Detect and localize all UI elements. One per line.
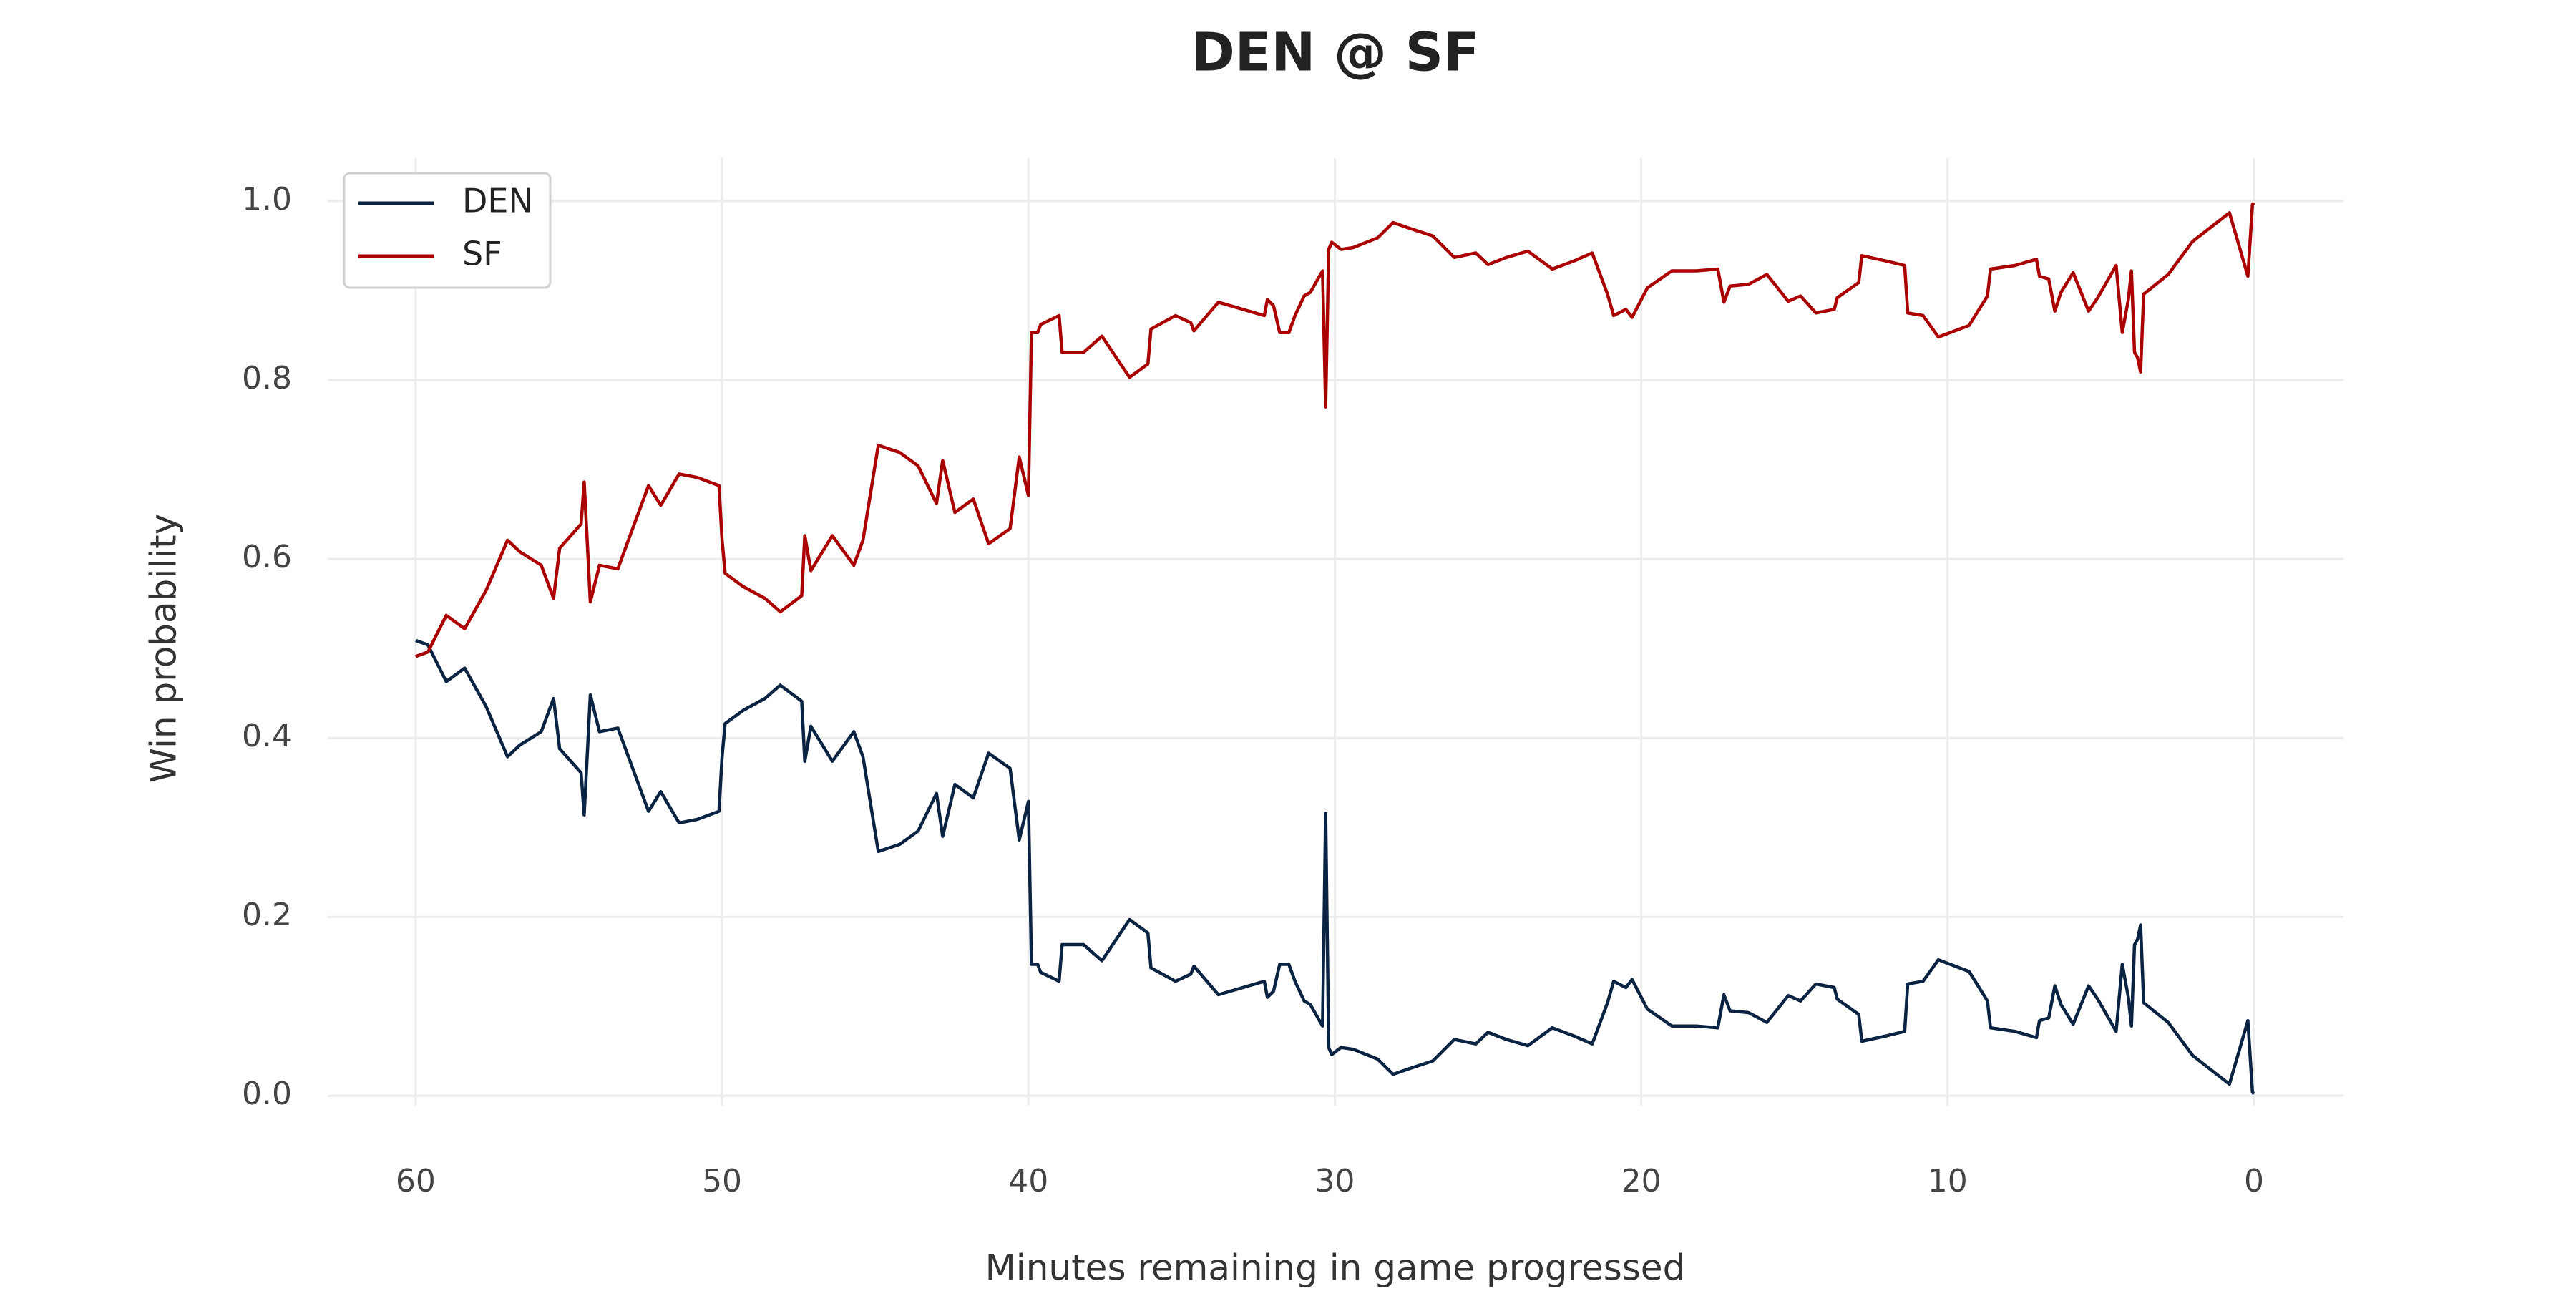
- y-axis-label: Win probability: [143, 514, 185, 784]
- y-tick-label: 0.8: [242, 360, 292, 396]
- series-line: [415, 202, 2255, 658]
- x-tick-label: 40: [1008, 1163, 1048, 1199]
- x-tick-label: 0: [2244, 1163, 2264, 1199]
- y-tick-label: 0.2: [242, 897, 292, 933]
- y-tick-label: 0.6: [242, 539, 292, 575]
- grid: [328, 158, 2343, 1106]
- series-line: [415, 638, 2255, 1096]
- legend-label: SF: [462, 235, 502, 273]
- y-tick-label: 0.4: [242, 718, 292, 754]
- x-tick-label: 50: [702, 1163, 742, 1199]
- legend: DEN SF: [343, 172, 552, 289]
- x-tick-label: 30: [1314, 1163, 1355, 1199]
- y-tick-label: 1.0: [242, 181, 292, 218]
- legend-label: DEN: [462, 182, 533, 220]
- chart-title: DEN @ SF: [1191, 22, 1479, 84]
- x-tick-label: 10: [1928, 1163, 1968, 1199]
- x-tick-label: 20: [1621, 1163, 1662, 1199]
- x-axis-label: Minutes remaining in game progressed: [985, 1247, 1686, 1289]
- x-tick-label: 60: [396, 1163, 436, 1199]
- y-tick-label: 0.0: [242, 1076, 292, 1112]
